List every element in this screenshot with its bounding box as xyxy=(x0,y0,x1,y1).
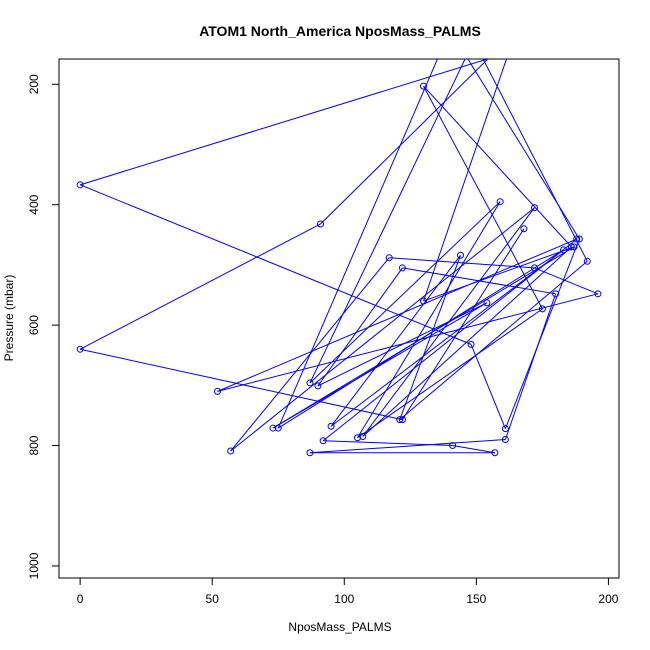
data-point xyxy=(530,204,538,212)
x-axis: 0 50 100 150 200 xyxy=(77,577,619,606)
data-point xyxy=(583,257,591,265)
series-segment xyxy=(423,85,543,310)
y-tick-label: 200 xyxy=(27,74,41,94)
series-segment xyxy=(357,201,501,438)
series-segment xyxy=(504,238,580,429)
data-point xyxy=(501,425,509,433)
series-segment xyxy=(230,207,535,452)
data-point xyxy=(353,434,361,442)
data-point xyxy=(314,382,322,390)
data-point xyxy=(575,235,583,243)
data-point xyxy=(420,297,428,305)
series-segment xyxy=(309,439,506,454)
data-point xyxy=(594,290,602,298)
data-point xyxy=(467,340,475,348)
series-segment xyxy=(79,184,472,345)
data-point xyxy=(306,379,314,387)
series-segment xyxy=(423,246,575,302)
data-point xyxy=(552,290,560,298)
data-point xyxy=(560,246,568,254)
chart-title: ATOM1 North_America NposMass_PALMS xyxy=(199,23,481,39)
y-tick-label: 1000 xyxy=(27,552,41,579)
series-segment xyxy=(534,267,599,295)
series-segment xyxy=(217,238,577,392)
y-tick-label: 800 xyxy=(27,435,41,455)
series-segment xyxy=(309,59,466,384)
series-segment xyxy=(401,228,525,420)
series-segment xyxy=(80,348,403,421)
series-segment xyxy=(277,59,439,429)
series-segment xyxy=(452,445,495,454)
series-segment xyxy=(317,302,488,387)
data-point xyxy=(317,220,325,228)
data-point xyxy=(274,424,282,432)
data-point xyxy=(76,181,84,189)
y-axis: 200 400 600 800 1000 xyxy=(27,74,60,579)
series-segment xyxy=(357,308,543,439)
data-point xyxy=(483,299,491,307)
data-point xyxy=(420,82,428,90)
data-point xyxy=(213,387,221,395)
series-segment xyxy=(362,246,572,437)
x-tick-label: 200 xyxy=(598,592,618,606)
data-point xyxy=(319,437,327,445)
x-tick-label: 50 xyxy=(206,592,220,606)
series-segment xyxy=(272,302,488,429)
data-point xyxy=(306,449,314,457)
data-point xyxy=(227,447,235,455)
data-point xyxy=(573,235,581,243)
series-segment xyxy=(320,59,489,225)
series-segment xyxy=(217,293,598,392)
data-point xyxy=(76,345,84,353)
data-point xyxy=(570,243,578,251)
series-segment xyxy=(79,59,490,186)
data-point xyxy=(269,424,277,432)
series-segment xyxy=(399,260,588,421)
x-tick-label: 100 xyxy=(334,592,354,606)
series-segment xyxy=(322,238,578,442)
data-point xyxy=(496,198,504,206)
series-segment xyxy=(317,267,403,387)
plot-area xyxy=(76,59,602,457)
data-point xyxy=(457,251,465,259)
data-point xyxy=(327,422,335,430)
data-point xyxy=(530,264,538,272)
series-segment xyxy=(423,85,572,248)
series-segment xyxy=(423,59,508,302)
x-tick-label: 150 xyxy=(466,592,486,606)
data-point xyxy=(398,416,406,424)
y-tick-label: 400 xyxy=(27,194,41,214)
y-axis-label: Pressure (mbar) xyxy=(2,275,16,362)
series-segment xyxy=(389,257,535,269)
data-point xyxy=(398,264,406,272)
x-axis-label: NposMass_PALMS xyxy=(288,620,391,634)
series-segment xyxy=(272,246,575,429)
series-segment xyxy=(470,344,506,429)
data-point xyxy=(538,305,546,313)
series-segment xyxy=(399,255,461,420)
x-tick-label: 0 xyxy=(77,592,84,606)
series-segment xyxy=(330,249,564,427)
data-point xyxy=(520,225,528,233)
data-point xyxy=(501,436,509,444)
data-point xyxy=(449,442,457,450)
data-point xyxy=(567,243,575,251)
data-point xyxy=(396,416,404,424)
data-point xyxy=(359,433,367,441)
data-point xyxy=(385,254,393,262)
series-segment xyxy=(79,223,321,350)
data-point xyxy=(491,449,499,457)
series-segment xyxy=(482,59,588,262)
y-tick-label: 600 xyxy=(27,315,41,335)
series-segment xyxy=(230,257,390,452)
series-segment xyxy=(504,293,557,440)
